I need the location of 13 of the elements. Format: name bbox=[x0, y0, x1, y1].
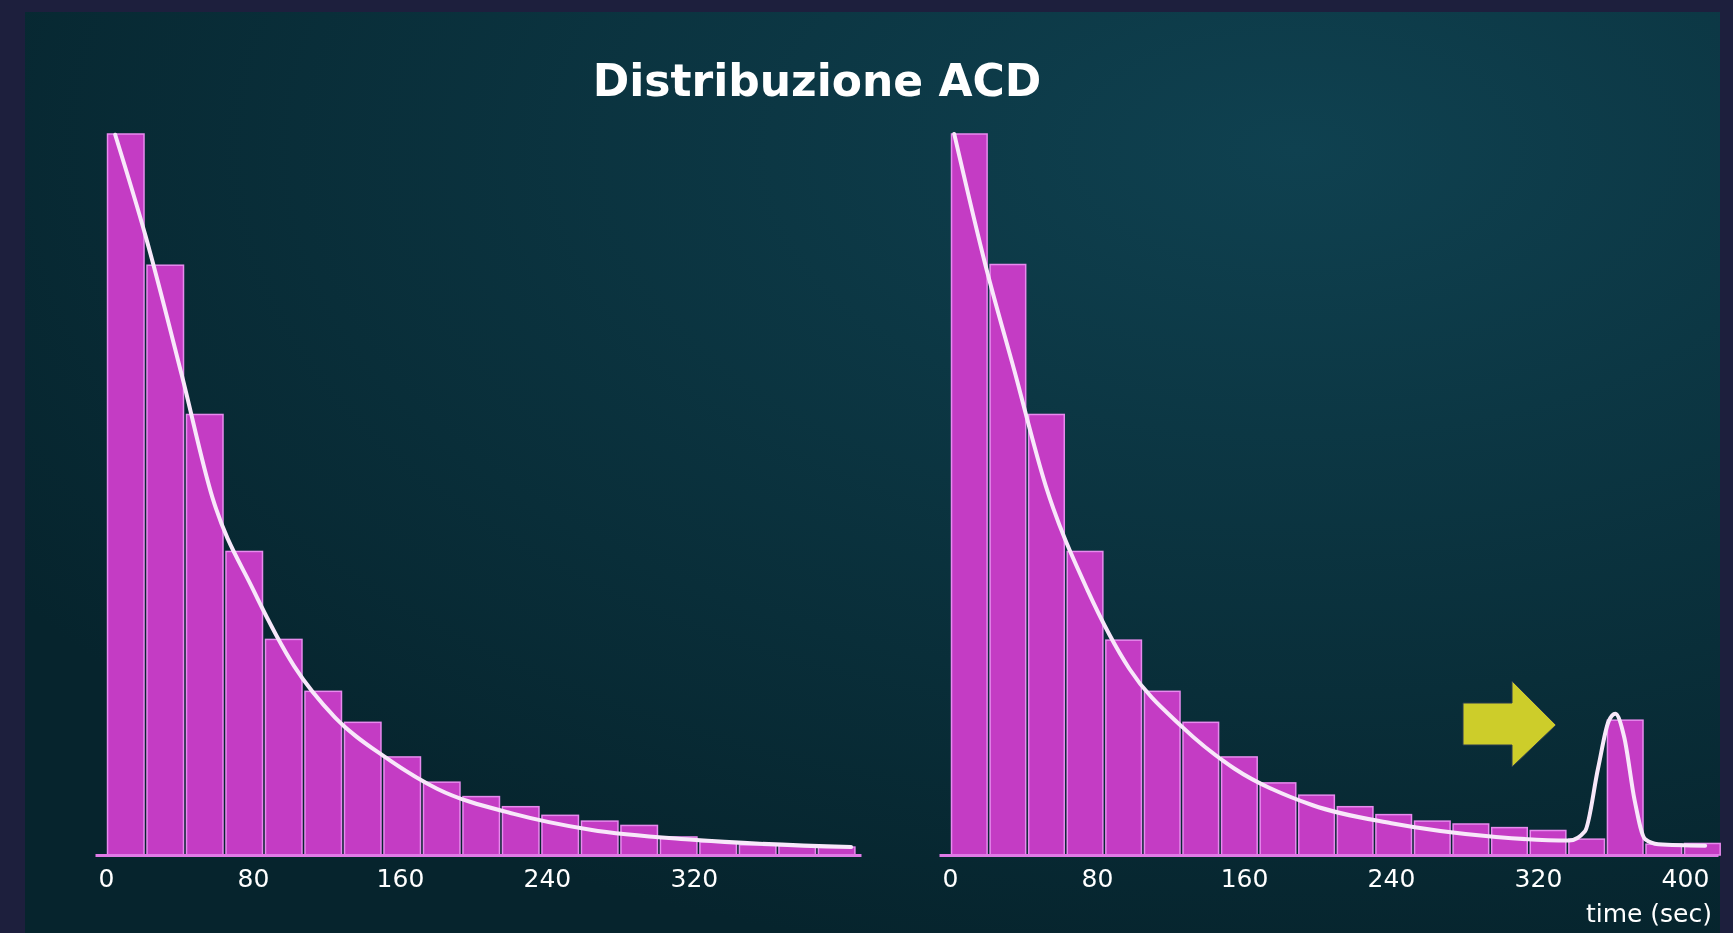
x-tick-label: 400 bbox=[1661, 863, 1710, 893]
x-tick-label: 240 bbox=[523, 863, 572, 893]
x-tick-label: 320 bbox=[670, 863, 719, 893]
x-tick-label: 240 bbox=[1367, 863, 1416, 893]
x-tick-label: 0 bbox=[98, 863, 115, 893]
x-tick-label: 320 bbox=[1514, 863, 1563, 893]
x-axis-title: time (sec) bbox=[1585, 899, 1712, 928]
x-tick-label: 160 bbox=[1220, 863, 1269, 893]
chart-title: Distribuzione ACD bbox=[592, 55, 1042, 106]
x-tick-label: 80 bbox=[1081, 863, 1114, 893]
x-tick-label: 0 bbox=[942, 863, 959, 893]
x-tick-label: 80 bbox=[237, 863, 270, 893]
x-tick-label: 160 bbox=[376, 863, 425, 893]
